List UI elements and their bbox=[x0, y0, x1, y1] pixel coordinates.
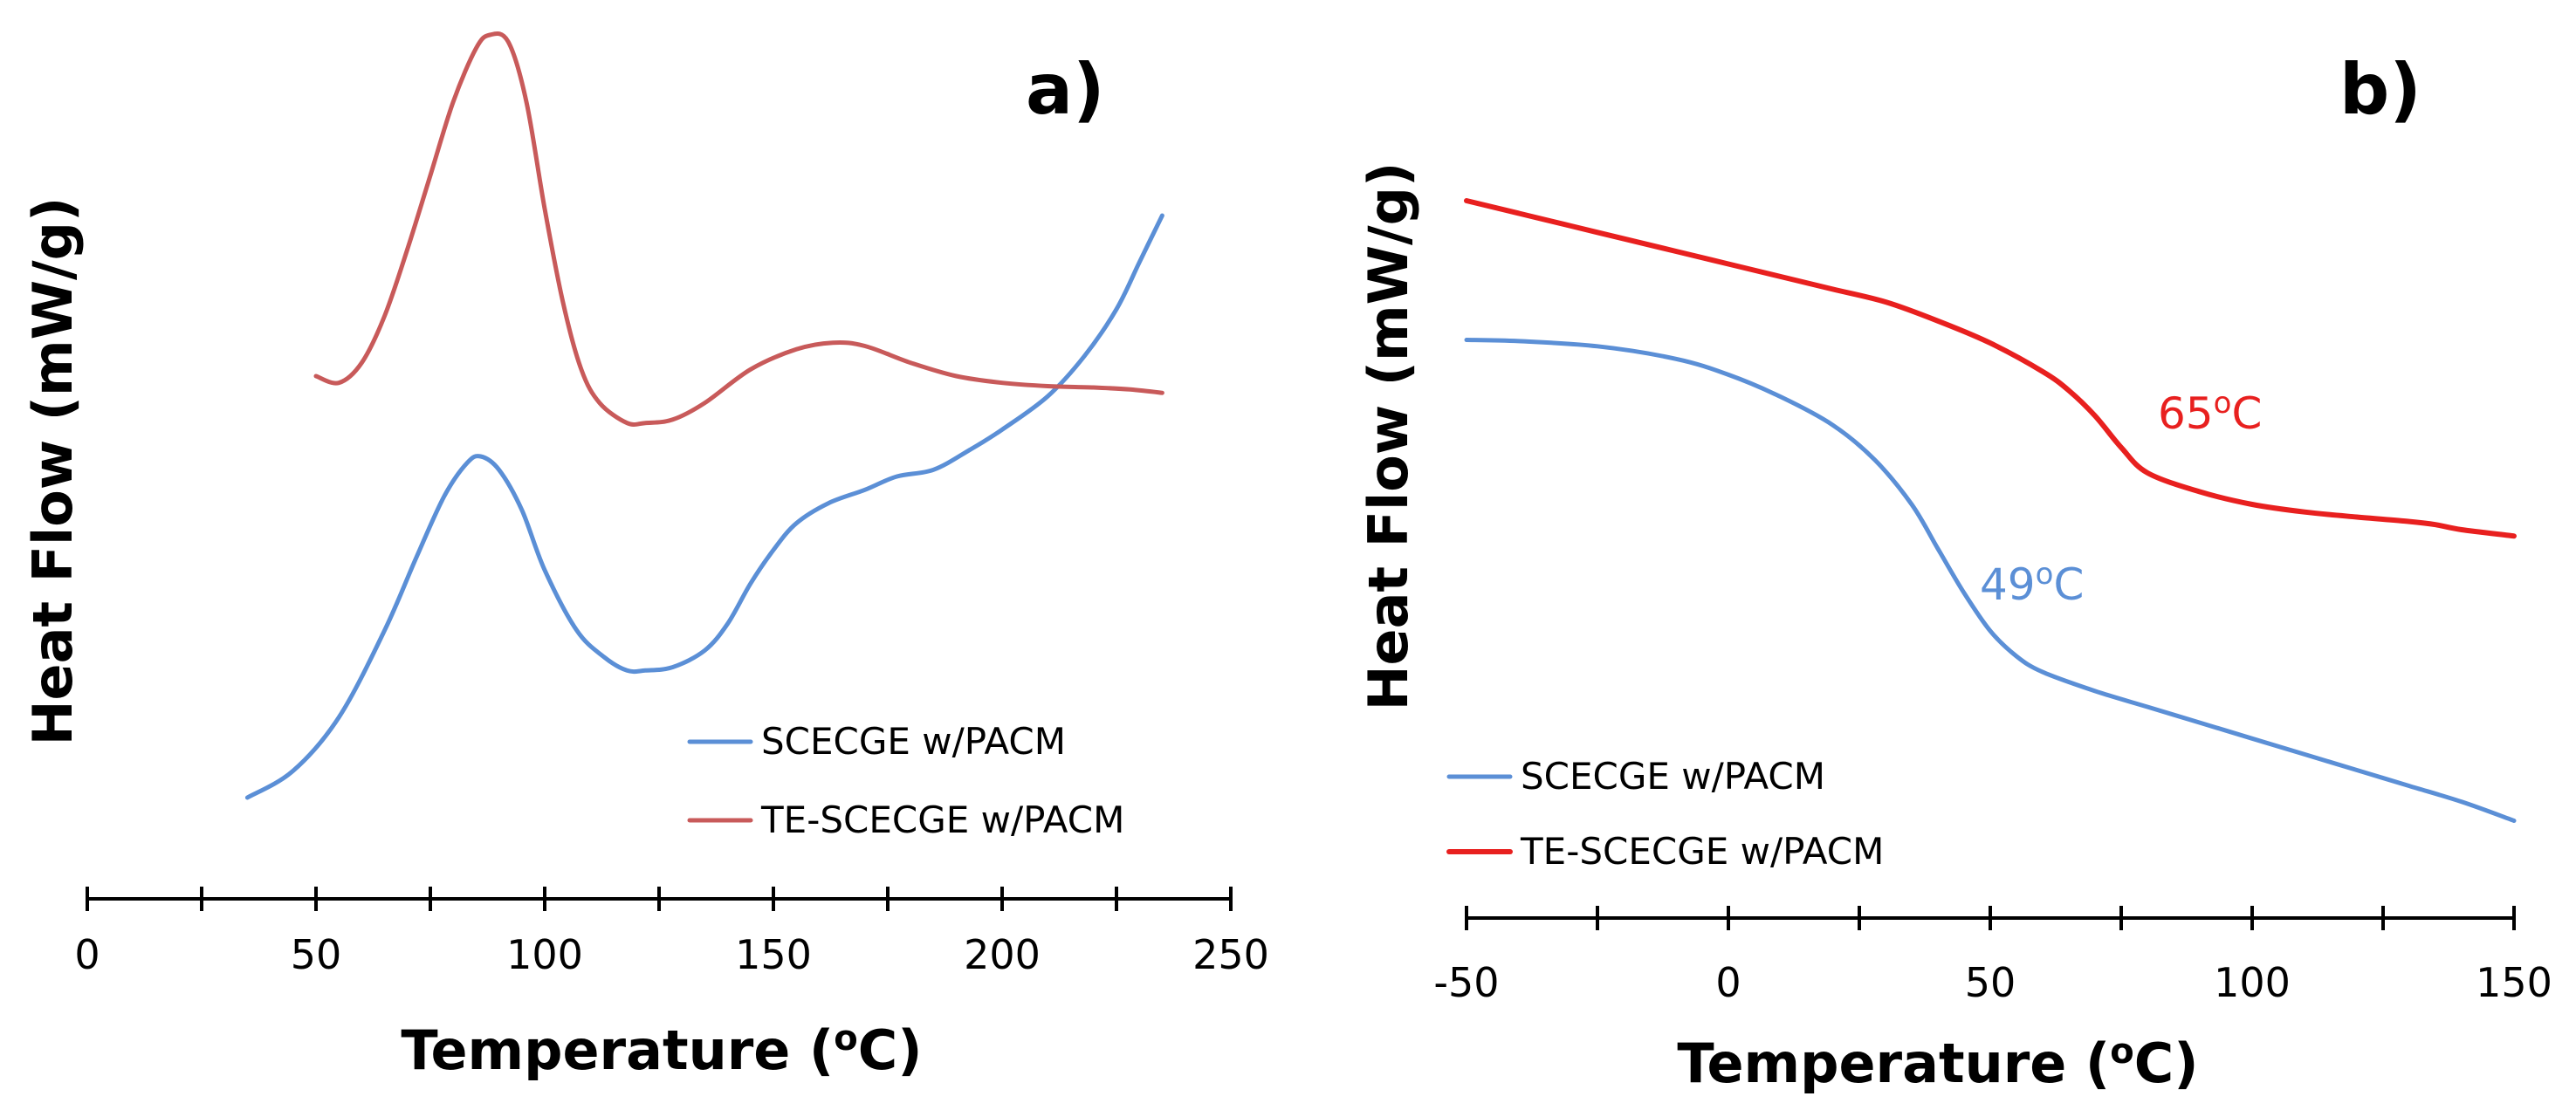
panel-b-label: b) bbox=[2339, 49, 2421, 130]
panel-b-y-axis-title: Heat Flow (mW/g) bbox=[1357, 162, 1420, 711]
panel-b-legend: SCECGE w/PACM TE-SCECGE w/PACM bbox=[1446, 755, 1884, 873]
panel-a-y-axis-title: Heat Flow (mW/g) bbox=[21, 197, 85, 746]
x-tick-label: 200 bbox=[964, 931, 1041, 978]
panel-a-legend: SCECGE w/PACM TE-SCECGE w/PACM bbox=[687, 720, 1124, 841]
series-line-scecge bbox=[1464, 338, 2517, 823]
x-tick-label: 150 bbox=[735, 931, 812, 978]
panel-b: b) Heat Flow (mW/g) Temperature (oC) -50… bbox=[1357, 49, 2552, 1095]
panel-b-legend-label-te-scecge: TE-SCECGE w/PACM bbox=[1520, 830, 1884, 873]
x-tick-label: 100 bbox=[506, 931, 583, 978]
panel-a-x-ticks: 0 50 100 150 200 250 bbox=[74, 887, 1269, 978]
x-tick-label: 150 bbox=[2476, 959, 2552, 1006]
panel-a-legend-label-te-scecge: TE-SCECGE w/PACM bbox=[760, 798, 1124, 841]
x-tick-label: -50 bbox=[1433, 959, 1499, 1006]
panel-a-label: a) bbox=[1026, 49, 1105, 130]
x-tick-label: 0 bbox=[74, 931, 100, 978]
panel-a-x-axis-title: Temperature (oC) bbox=[401, 1018, 922, 1082]
panel-b-x-axis-title: Temperature (oC) bbox=[1677, 1031, 2198, 1095]
x-tick-label: 0 bbox=[1715, 959, 1741, 1006]
x-tick-label: 50 bbox=[291, 931, 342, 978]
panel-a-series bbox=[244, 31, 1164, 800]
panel-b-series bbox=[1464, 198, 2517, 823]
x-tick-label: 50 bbox=[1965, 959, 2016, 1006]
panel-a-legend-label-scecge: SCECGE w/PACM bbox=[761, 720, 1066, 763]
panel-a: a) Heat Flow (mW/g) Temperature (oC) 0 50… bbox=[21, 31, 1269, 1082]
series-line-te-scecge bbox=[1464, 198, 2517, 539]
annotation-transition-temp: 49oC bbox=[1980, 557, 2084, 610]
panel-b-x-ticks: -50 0 50 100 150 bbox=[1433, 906, 2552, 1006]
x-tick-label: 100 bbox=[2214, 959, 2291, 1006]
panel-b-annotations: 49oC 65oC bbox=[1980, 386, 2262, 610]
panel-b-legend-label-scecge: SCECGE w/PACM bbox=[1521, 755, 1825, 798]
annotation-transition-temp: 65oC bbox=[2158, 386, 2262, 439]
series-line-scecge bbox=[244, 213, 1164, 800]
x-tick-label: 250 bbox=[1192, 931, 1269, 978]
series-line-te-scecge bbox=[313, 31, 1164, 428]
